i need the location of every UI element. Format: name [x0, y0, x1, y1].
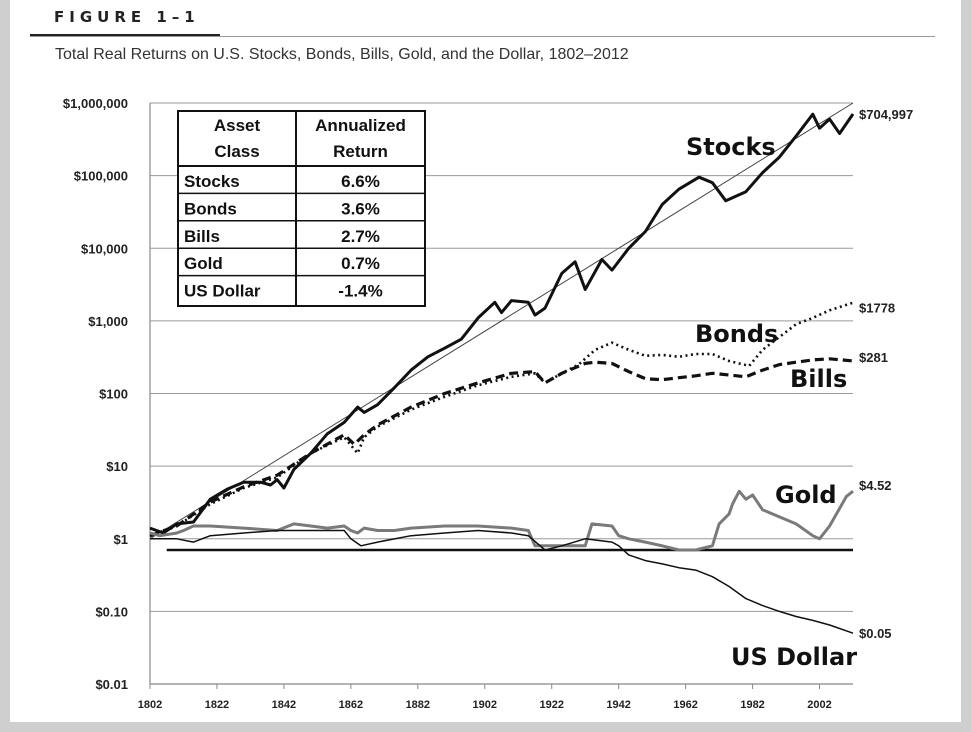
- x-tick-label: 1962: [673, 699, 697, 711]
- axes: [149, 103, 853, 689]
- y-tick-label: $0.10: [95, 604, 128, 619]
- x-tick-label: 1942: [606, 699, 630, 711]
- end-label-gold: $4.52: [859, 478, 892, 493]
- table-cell-asset: US Dollar: [184, 282, 261, 301]
- end-label-us-dollar: $0.05: [859, 626, 892, 641]
- table-cell-asset: Stocks: [184, 172, 240, 191]
- table-cell-return: 0.7%: [341, 254, 380, 273]
- end-value-labels: $704,997 $1778 $281 $4.52 $0.05: [859, 107, 913, 641]
- x-tick-label: 1982: [740, 699, 764, 711]
- y-tick-label: $10: [106, 459, 128, 474]
- end-label-bonds: $1778: [859, 301, 895, 316]
- x-tick-label: 1842: [272, 699, 296, 711]
- series-label-bonds: Bonds: [695, 320, 778, 348]
- y-tick-label: $100: [99, 387, 128, 402]
- table-cell-asset: Gold: [184, 254, 223, 273]
- x-tick-label: 1802: [138, 699, 162, 711]
- series-line-gold: [149, 489, 854, 552]
- series-line-us-dollar: [150, 529, 854, 634]
- figure-label: FIGURE 1–1: [54, 8, 200, 26]
- y-tick-label: $1,000: [88, 314, 128, 329]
- table-header-cell: Annualized: [315, 116, 406, 135]
- x-tick-label: 2002: [807, 699, 831, 711]
- series-label-stocks: Stocks: [686, 133, 776, 161]
- series-name-labels: Stocks Bonds Bills Gold US Dollar: [686, 133, 857, 671]
- series-label-gold: Gold: [775, 481, 837, 509]
- return-table: Asset Class Annualized Return Stocks 6.6% Bond…: [177, 110, 426, 307]
- series-line-bills: [149, 357, 854, 538]
- y-tick-label: $1,000,000: [63, 96, 128, 111]
- table-header-cell: Return: [333, 142, 388, 161]
- table-cell-return: 3.6%: [341, 199, 380, 218]
- x-tick-labels: 1802 1822 1842 1862 1882 1902 1922 1942 1962 1982…: [138, 699, 832, 711]
- table-frame: [177, 110, 426, 307]
- x-tick-label: 1862: [339, 699, 363, 711]
- y-tick-label: $100,000: [74, 169, 128, 184]
- figure-title: Total Real Returns on U.S. Stocks, Bonds…: [55, 46, 629, 63]
- end-label-bills: $281: [859, 350, 888, 365]
- x-tick-label: 1882: [406, 699, 430, 711]
- series-label-bills: Bills: [790, 365, 847, 393]
- stocks-trend-line: [149, 102, 854, 540]
- grid-lines: [150, 102, 853, 685]
- x-tick-label: 1902: [473, 699, 497, 711]
- table-cell-return: -1.4%: [338, 282, 382, 301]
- x-tick-label: 1822: [205, 699, 229, 711]
- end-label-stocks: $704,997: [859, 107, 913, 122]
- x-tick-label: 1922: [539, 699, 563, 711]
- y-tick-label: $1: [114, 532, 128, 547]
- y-tick-labels: $1,000,000 $100,000 $10,000 $1,000 $100 $10 $1…: [63, 96, 128, 692]
- table-header-cell: Asset: [214, 116, 261, 135]
- series-line-bonds: [149, 301, 854, 537]
- y-tick-label: $10,000: [81, 241, 128, 256]
- figure-rule-thick: [30, 34, 220, 37]
- series-line-stocks: [149, 112, 855, 535]
- figure-rule-thin: [30, 36, 935, 37]
- series-lines: [149, 102, 855, 634]
- table-cell-return: 2.7%: [341, 227, 380, 246]
- y-tick-label: $0.01: [95, 677, 128, 692]
- table-cell-return: 6.6%: [341, 172, 380, 191]
- series-label-us-dollar: US Dollar: [731, 643, 857, 671]
- table-cell-asset: Bills: [184, 227, 220, 246]
- table-header-cell: Class: [214, 142, 259, 161]
- table-cell-asset: Bonds: [184, 199, 237, 218]
